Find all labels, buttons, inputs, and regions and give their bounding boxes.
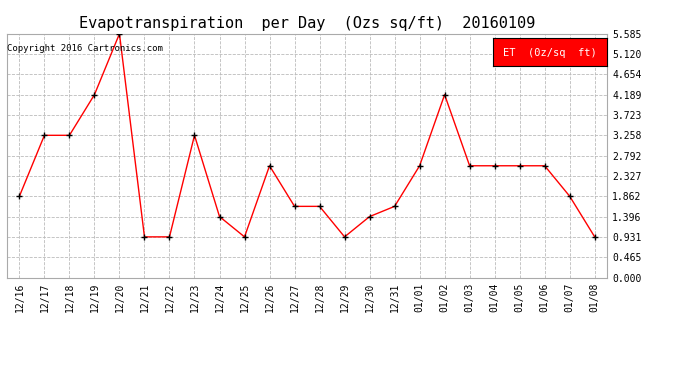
Text: Copyright 2016 Cartronics.com: Copyright 2016 Cartronics.com [7,44,163,52]
Text: ET  (0z/sq  ft): ET (0z/sq ft) [504,48,597,58]
Title: Evapotranspiration  per Day  (Ozs sq/ft)  20160109: Evapotranspiration per Day (Ozs sq/ft) 2… [79,16,535,31]
